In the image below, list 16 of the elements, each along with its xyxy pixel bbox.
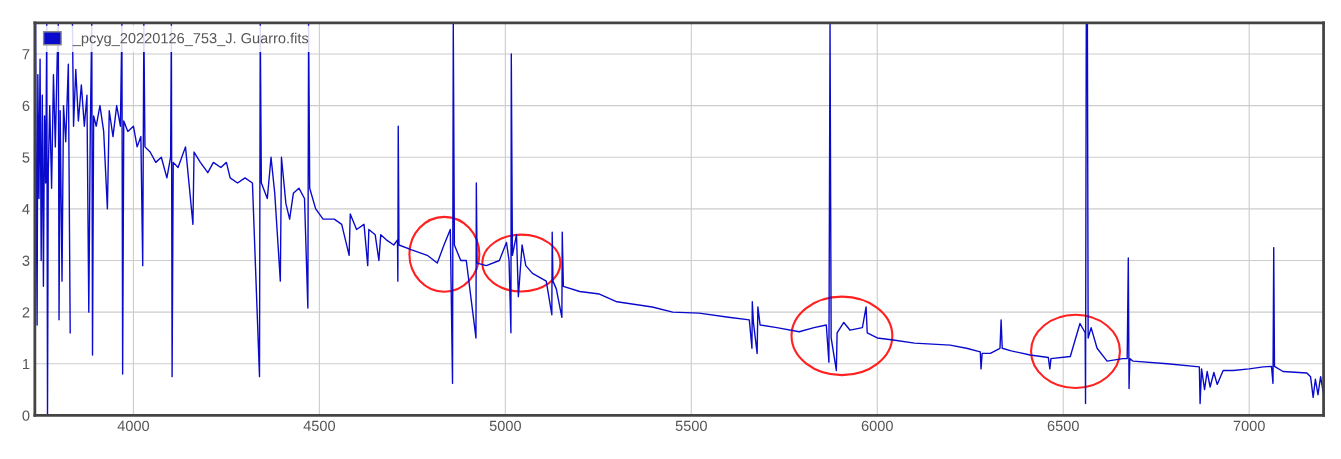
y-tick-label: 2: [22, 307, 30, 318]
legend-label: _pcyg_20220126_753_J. Guarro.fits: [72, 32, 309, 47]
x-tick-label: 6500: [1047, 420, 1079, 431]
y-tick-label: 5: [22, 152, 30, 163]
y-tick-label: 1: [23, 359, 30, 370]
x-tick-label: 4000: [117, 420, 150, 431]
x-tick-label: 5500: [675, 420, 707, 431]
x-tick-label: 5000: [489, 420, 521, 431]
y-tick-label: 4: [22, 204, 30, 215]
x-tick-label: 4500: [303, 420, 336, 431]
y-tick-label: 3: [22, 255, 30, 266]
x-tick-label: 6000: [861, 420, 893, 431]
y-tick-label: 0: [22, 410, 30, 421]
y-tick-label: 6: [22, 100, 30, 111]
y-tick-label: 7: [22, 49, 30, 60]
x-tick-label: 7000: [1233, 420, 1265, 431]
